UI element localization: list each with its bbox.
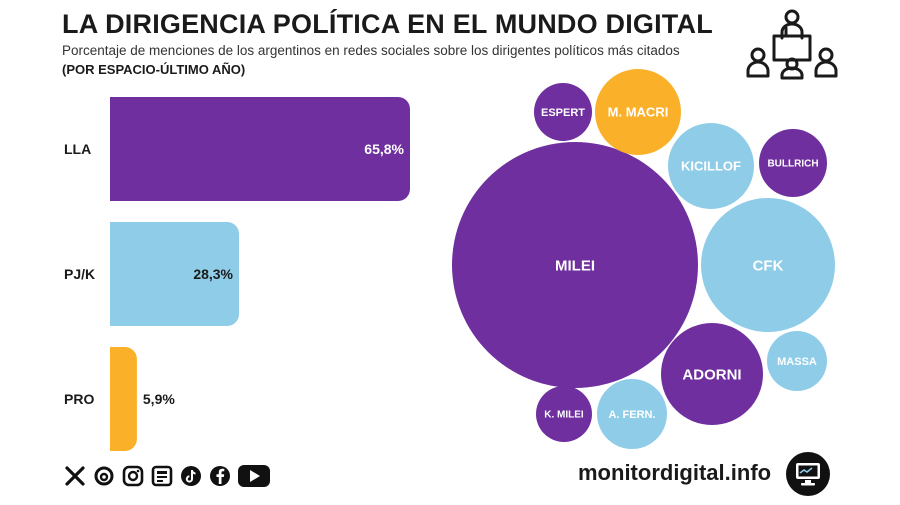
bubble-espert xyxy=(534,83,592,141)
bubble-label-a-fern: A. FERN. xyxy=(608,409,655,421)
bar-pro xyxy=(110,347,137,451)
page-subtitle-period: (POR ESPACIO-ÚLTIMO AÑO) xyxy=(62,62,246,77)
category-label-lla: LLA xyxy=(64,141,91,157)
bubble-a-fern xyxy=(597,379,667,449)
threads-icon[interactable] xyxy=(91,463,117,489)
monitor-icon xyxy=(786,452,830,496)
category-label-pj-k: PJ/K xyxy=(64,266,95,282)
bar-lla xyxy=(110,97,410,201)
instagram-icon[interactable] xyxy=(120,463,146,489)
bubble-k-milei xyxy=(536,386,592,442)
bubble-label-milei: MILEI xyxy=(555,257,595,274)
bubble-label-m-macri: M. MACRI xyxy=(608,105,669,120)
bubble-kicillof xyxy=(668,123,754,209)
conference-speaker-icon xyxy=(746,9,838,80)
bubble-label-k-milei: K. MILEI xyxy=(544,410,584,421)
value-label-lla: 65,8% xyxy=(364,141,404,157)
bubble-label-cfk: CFK xyxy=(753,257,784,274)
bubble-milei xyxy=(452,142,698,388)
bubble-label-espert: ESPERT xyxy=(541,107,585,119)
social-icons xyxy=(62,463,272,489)
bubble-label-kicillof: KICILLOF xyxy=(681,159,741,174)
tiktok-icon[interactable] xyxy=(178,463,204,489)
bubble-adorni xyxy=(661,323,763,425)
bubble-label-bullrich: BULLRICH xyxy=(767,159,818,170)
bubble-label-massa: MASSA xyxy=(777,356,817,368)
facebook-icon[interactable] xyxy=(207,463,233,489)
page-title: LA DIRIGENCIA POLÍTICA EN EL MUNDO DIGIT… xyxy=(62,9,713,39)
bubble-m-macri xyxy=(595,69,681,155)
bubble-bullrich xyxy=(759,129,827,197)
bubble-label-adorni: ADORNI xyxy=(682,366,741,383)
bar-pj-k xyxy=(110,222,240,326)
x-icon[interactable] xyxy=(62,463,88,489)
page-subtitle: Porcentaje de menciones de los argentino… xyxy=(62,43,680,58)
bubble-massa xyxy=(767,331,827,391)
category-label-pro: PRO xyxy=(64,391,94,407)
bubble-cfk xyxy=(701,198,835,332)
news-icon[interactable] xyxy=(149,463,175,489)
youtube-icon[interactable] xyxy=(236,463,272,489)
website-url[interactable]: monitordigital.info xyxy=(578,460,772,485)
value-label-pj-k: 28,3% xyxy=(193,266,233,282)
value-label-pro: 5,9% xyxy=(143,391,175,407)
